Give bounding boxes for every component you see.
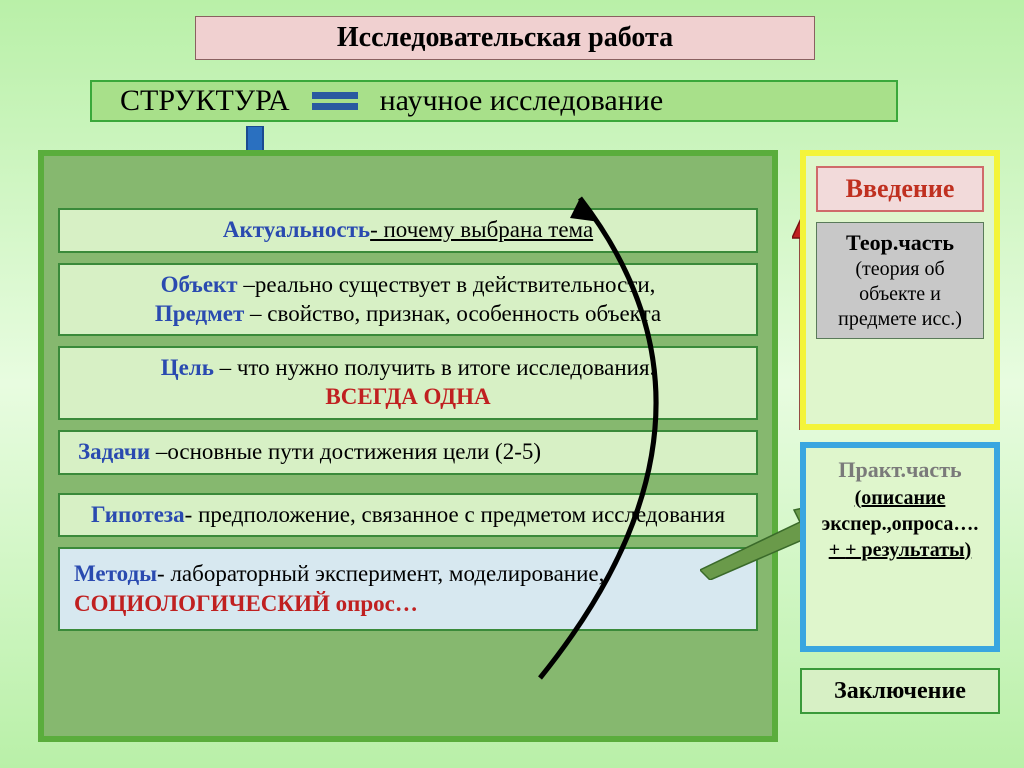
rest-object: –реально существует в действительности, [238, 272, 656, 297]
red: ВСЕГДА ОДНА [325, 384, 490, 409]
lead: Гипотеза [91, 502, 185, 527]
right-mid-panel: Практ.часть (описание экспер.,опроса…. +… [800, 442, 1000, 652]
rest: – что нужно получить в итоге исследовани… [214, 355, 655, 380]
rest: - предположение, связанное с предметом и… [185, 502, 725, 527]
subtitle-box: СТРУКТУРА научное исследование [90, 80, 898, 122]
lead: Методы [74, 561, 157, 586]
row-methods: Методы- лабораторный эксперимент, модели… [58, 547, 758, 631]
red: СОЦИОЛОГИЧЕСКИЙ опрос… [74, 591, 418, 616]
intro-box: Введение [816, 166, 984, 212]
row-object-subject: Объект –реально существует в действитель… [58, 263, 758, 337]
conclusion-label: Заключение [834, 678, 966, 705]
theory-rest: (теория об объекте и предмете исс.) [838, 258, 962, 330]
pract-lead: Практ.часть [838, 457, 961, 482]
subtitle-left: СТРУКТУРА [120, 84, 290, 118]
rest: - почему выбрана тема [370, 217, 593, 242]
title-box: Исследовательская работа [195, 16, 815, 60]
subtitle-right: научное исследование [380, 84, 664, 118]
lead: Цель [161, 355, 214, 380]
theory-box: Теор.часть (теория об объекте и предмете… [816, 222, 984, 339]
lead: Актуальность [223, 217, 370, 242]
row-goal: Цель – что нужно получить в итоге исслед… [58, 346, 758, 420]
row-tasks: Задачи –основные пути достижения цели (2… [58, 430, 758, 475]
pract-l1: (описание [855, 487, 946, 509]
row-hypothesis: Гипотеза- предположение, связанное с пре… [58, 493, 758, 538]
lead-object: Объект [161, 272, 238, 297]
title-text: Исследовательская работа [337, 22, 673, 54]
rest: –основные пути достижения цели (2-5) [150, 439, 541, 464]
left-panel: Актуальность- почему выбрана тема Объект… [38, 150, 778, 742]
right-top-panel: Введение Теор.часть (теория об объекте и… [800, 150, 1000, 430]
row-relevance: Актуальность- почему выбрана тема [58, 208, 758, 253]
rest-subject: – свойство, признак, особенность объекта [244, 301, 661, 326]
conclusion-box: Заключение [800, 668, 1000, 714]
intro-label: Введение [846, 174, 955, 203]
pract-l2: экспер.,опроса…. [822, 513, 979, 535]
rest: - лабораторный эксперимент, моделировани… [157, 561, 604, 586]
pract-l3: + + результаты) [829, 539, 972, 561]
lead-subject: Предмет [155, 301, 244, 326]
equals-icon [312, 92, 358, 110]
lead: Задачи [78, 439, 150, 464]
theory-lead: Теор.часть [846, 230, 954, 255]
